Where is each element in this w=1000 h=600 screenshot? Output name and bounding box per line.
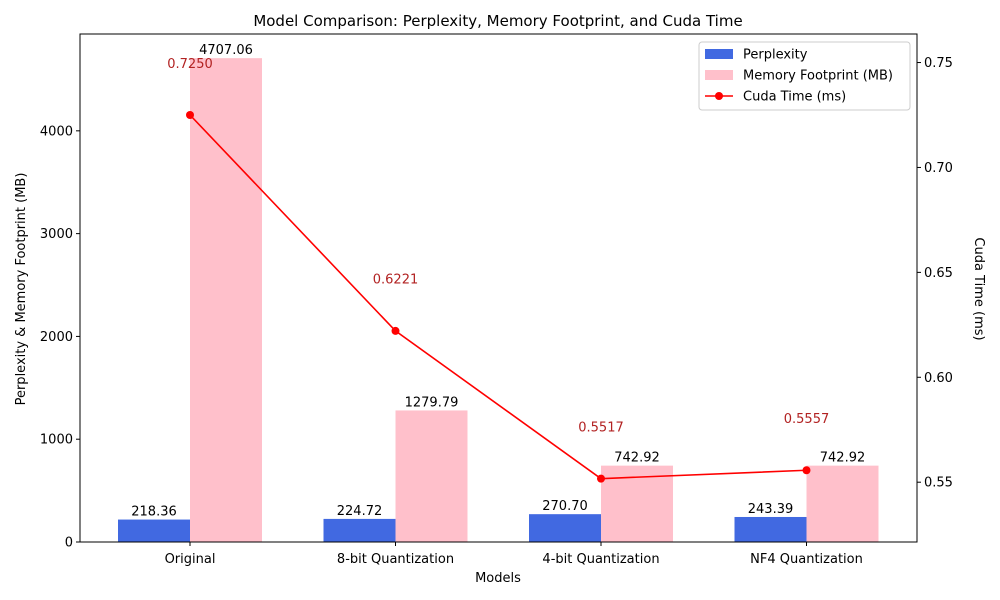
bar-value-label: 4707.06 xyxy=(199,43,253,58)
legend-box xyxy=(698,41,911,111)
legend-marker xyxy=(715,92,723,100)
bar-value-label: 742.92 xyxy=(614,451,660,466)
bar-perplexity xyxy=(529,514,601,542)
bar-value-label: 1279.79 xyxy=(405,395,459,410)
x-tick-label: 8-bit Quantization xyxy=(337,552,454,567)
legend: Perplexity Memory Footprint (MB) Cuda Time… xyxy=(698,41,911,111)
x-tick-label: NF4 Quantization xyxy=(750,552,863,567)
legend-label: Memory Footprint (MB) xyxy=(743,69,893,84)
bar-perplexity xyxy=(323,518,396,542)
plot-area: 218.36 224.72 270.70 243.39 4707.06 1279.79 74… xyxy=(40,33,953,567)
y-tick-label: 3000 xyxy=(40,227,73,242)
bar-value-label: 243.39 xyxy=(748,502,794,517)
cuda-time-point xyxy=(597,474,605,483)
y-tick-label: 1000 xyxy=(40,433,73,448)
bar-memory-footprint xyxy=(395,410,468,542)
y2-tick-label: 0.65 xyxy=(924,266,953,281)
bar-value-label: 270.70 xyxy=(542,499,588,514)
y-axis-title: Perplexity & Memory Footprint (MB) xyxy=(14,173,29,406)
legend-swatch xyxy=(705,49,733,59)
plot-frame xyxy=(79,33,918,543)
y-tick-label: 4000 xyxy=(40,124,73,139)
bar-value-label: 218.36 xyxy=(131,505,177,520)
y-tick-label: 0 xyxy=(65,536,73,551)
legend-label: Cuda Time (ms) xyxy=(743,90,846,105)
cuda-time-value-label: 0.5557 xyxy=(784,412,830,427)
y2-axis-title: Cuda Time (ms) xyxy=(971,237,986,340)
cuda-time-point xyxy=(391,326,400,335)
x-axis-title: Models xyxy=(475,571,521,586)
y2-tick-label: 0.75 xyxy=(924,56,953,71)
x-tick-label: 4-bit Quantization xyxy=(542,552,659,567)
y2-tick-label: 0.55 xyxy=(924,476,953,491)
bar-memory-footprint xyxy=(190,58,262,542)
cuda-time-value-label: 0.7250 xyxy=(167,57,213,72)
legend-swatch xyxy=(705,70,733,80)
bar-perplexity xyxy=(118,519,190,542)
legend-label: Perplexity xyxy=(743,48,808,63)
bar-memory-footprint xyxy=(806,465,879,542)
chart-title: Model Comparison: Perplexity, Memory Foo… xyxy=(253,12,742,30)
cuda-time-line xyxy=(189,114,807,480)
x-tick-label: Original xyxy=(165,552,216,567)
cuda-time-value-label: 0.6221 xyxy=(373,273,419,288)
cuda-time-point xyxy=(186,110,194,119)
bar-value-label: 742.92 xyxy=(820,451,866,466)
y2-tick-label: 0.60 xyxy=(924,371,953,386)
y-tick-label: 2000 xyxy=(40,330,73,345)
bar-perplexity xyxy=(734,516,807,542)
bar-value-label: 224.72 xyxy=(337,504,383,519)
y2-tick-label: 0.70 xyxy=(924,161,953,176)
cuda-time-point xyxy=(802,466,811,475)
cuda-time-value-label: 0.5517 xyxy=(578,420,624,435)
